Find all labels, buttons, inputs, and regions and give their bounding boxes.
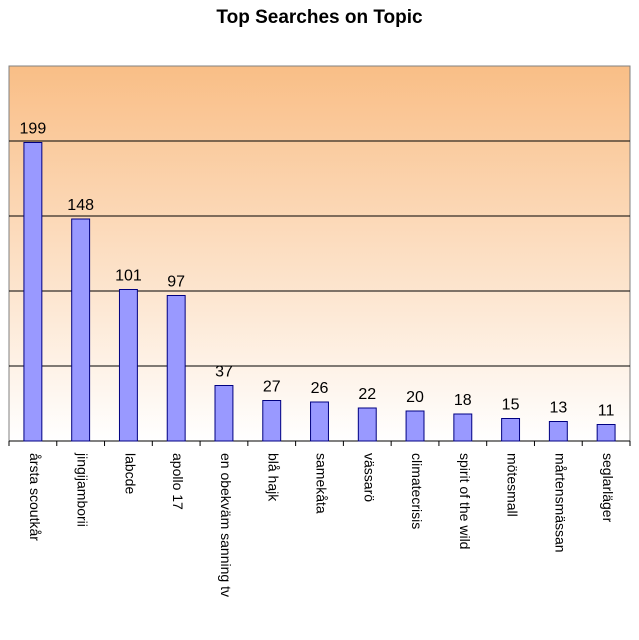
data-label: 148 bbox=[67, 197, 94, 214]
data-label: 26 bbox=[311, 380, 329, 397]
category-label: mårtensmässan bbox=[552, 453, 568, 553]
category-labels: årsta scoutkår jingijamborii labcde apollo … bbox=[27, 452, 616, 597]
category-label: apollo 17 bbox=[170, 453, 186, 510]
bar bbox=[357, 407, 377, 442]
bar bbox=[166, 295, 186, 442]
category-label: spirit of the wild bbox=[457, 453, 473, 549]
data-label: 97 bbox=[167, 274, 185, 291]
category-label: seglarläger bbox=[600, 453, 616, 523]
plot-area bbox=[8, 65, 631, 442]
bar bbox=[453, 413, 473, 442]
data-label: 11 bbox=[598, 403, 615, 420]
gridlines bbox=[9, 140, 630, 367]
category-label: mötesmall bbox=[505, 453, 521, 517]
category-label: climatecrisis bbox=[409, 453, 425, 529]
bar bbox=[23, 142, 43, 442]
data-label: 101 bbox=[115, 268, 142, 285]
bar bbox=[548, 421, 568, 442]
chart-title: Top Searches on Topic bbox=[216, 7, 423, 28]
bar bbox=[214, 385, 234, 442]
bar bbox=[71, 218, 91, 442]
bars bbox=[23, 142, 616, 442]
category-label: labcde bbox=[122, 453, 138, 494]
bar bbox=[405, 410, 425, 442]
data-label: 18 bbox=[454, 392, 472, 409]
category-label: vässarö bbox=[361, 453, 377, 502]
category-label: blå hajk bbox=[266, 453, 282, 502]
data-label: 13 bbox=[549, 400, 567, 417]
bar bbox=[596, 424, 616, 442]
bar bbox=[118, 289, 138, 442]
category-label: samekåta bbox=[314, 453, 330, 514]
bar bbox=[310, 401, 329, 442]
data-label: 22 bbox=[358, 386, 376, 403]
category-label: jingijamborii bbox=[75, 452, 91, 527]
data-label: 15 bbox=[502, 397, 520, 414]
data-labels: 199 148 101 97 37 27 26 22 20 18 15 13 11 bbox=[20, 121, 615, 420]
bar bbox=[501, 418, 521, 442]
data-label: 199 bbox=[20, 121, 47, 138]
data-label: 27 bbox=[263, 379, 281, 396]
category-label: en obekväm sanning tv bbox=[218, 453, 234, 597]
data-label: 20 bbox=[406, 389, 424, 406]
category-label: årsta scoutkår bbox=[27, 453, 43, 541]
data-label: 37 bbox=[215, 364, 233, 381]
x-axis-ticks bbox=[8, 441, 631, 446]
bar bbox=[262, 400, 282, 442]
